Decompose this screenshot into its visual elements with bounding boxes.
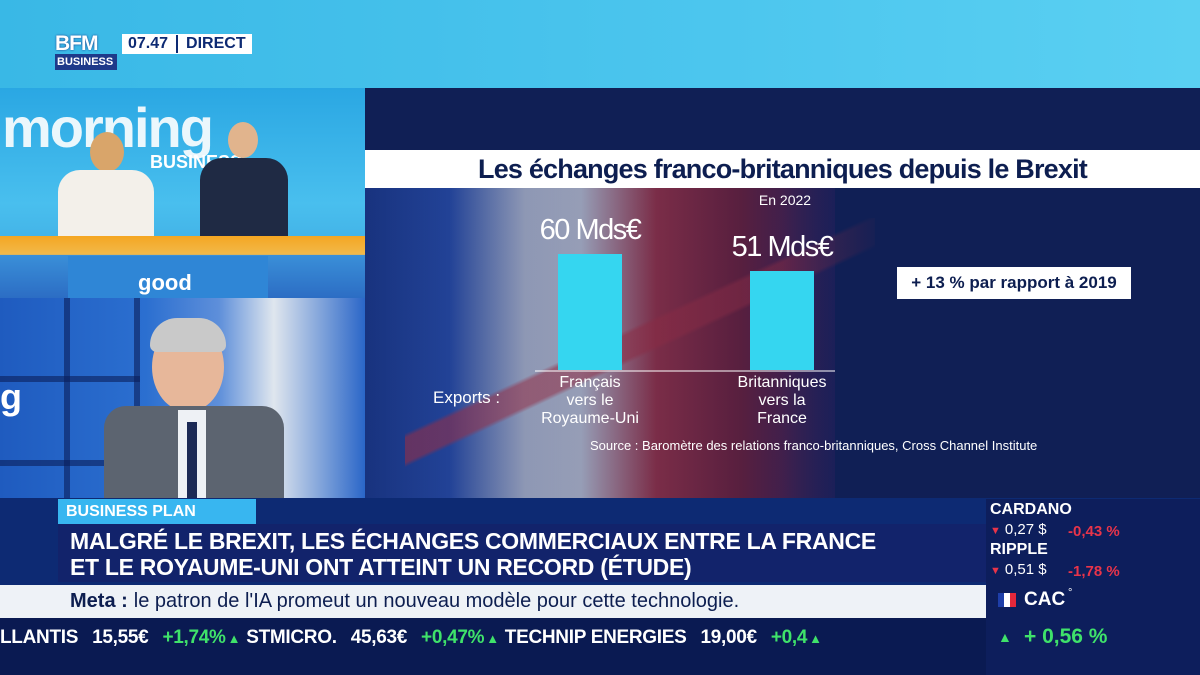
- headline: MALGRÉ LE BREXIT, LES ÉCHANGES COMMERCIA…: [58, 524, 986, 582]
- stock-ticker: LLANTIS 15,55€ +1,74% ▲ STMICRO. 45,63€ +0,47%…: [0, 618, 986, 658]
- ticker-price: 45,63€: [350, 627, 408, 648]
- bar-value-label: 60 Mds€: [539, 214, 642, 246]
- category-line: vers la: [758, 392, 806, 409]
- ticker-change: +1,74%: [162, 627, 226, 648]
- french-flag-icon: [998, 593, 1016, 607]
- category-line: France: [757, 410, 807, 427]
- ticker-price: 19,00€: [700, 627, 758, 648]
- category-line: Français: [559, 374, 621, 391]
- clock-badge: 07.47 DIRECT: [122, 34, 252, 54]
- index-change: + 0,56 %: [1024, 625, 1108, 648]
- news-crawl: Meta : le patron de l'IA promeut un nouv…: [0, 585, 986, 618]
- row-label: Exports :: [433, 388, 501, 407]
- bar-category-label: Français vers le Royaume-Uni: [520, 374, 660, 428]
- crypto-row: RIPPLE ▼ 0,51 $ -1,78 %: [990, 541, 1200, 580]
- channel-logo: BFM BUSINESS: [55, 32, 117, 74]
- ticker-name: LLANTIS: [0, 627, 79, 648]
- headline-line2: ET LE ROYAUME-UNI ONT ATTEINT UN RECORD …: [70, 554, 692, 580]
- category-line: Royaume-Uni: [541, 410, 639, 427]
- bar: [558, 254, 622, 370]
- bar-chart: 60 Mds€ Français vers le Royaume-Uni 51 Mds€…: [365, 88, 1200, 498]
- bar-category-label: Britanniques vers la France: [712, 374, 852, 428]
- live-label: DIRECT: [186, 35, 246, 52]
- chart-title: Les échanges franco-britanniques depuis …: [478, 153, 1088, 184]
- crypto-change: -0,43 %: [1068, 523, 1120, 540]
- down-arrow-icon: ▼: [990, 525, 1001, 537]
- bar: [750, 271, 814, 370]
- bar-value-label: 51 Mds€: [731, 231, 834, 264]
- bottom-strip: [0, 658, 1200, 675]
- infographic: Les échanges franco-britanniques depuis …: [365, 88, 1200, 498]
- clock-time: 07.47: [122, 35, 179, 53]
- index-box: CAC ° ▲ + 0,56 %: [986, 585, 1200, 675]
- ticker-price: 15,55€: [92, 627, 149, 648]
- crypto-row: CARDANO ▼ 0,27 $ -0,43 %: [990, 501, 1200, 540]
- category-line: Britanniques: [737, 374, 827, 391]
- category-line: vers le: [566, 392, 614, 409]
- up-arrow-icon: ▲: [227, 630, 241, 646]
- growth-note: + 13 % par rapport à 2019: [897, 267, 1131, 299]
- ticker-name: TECHNIP ENERGIES: [504, 627, 687, 648]
- crypto-price: 0,27 $: [1004, 521, 1047, 538]
- crypto-name: RIPPLE: [990, 541, 1048, 558]
- crypto-price: 0,51 $: [1004, 561, 1047, 578]
- studio-desk: good: [0, 236, 365, 298]
- set-letter: g: [0, 376, 22, 417]
- guest-view: g: [0, 298, 365, 498]
- chart-baseline: [535, 370, 835, 372]
- headline-line1: MALGRÉ LE BREXIT, LES ÉCHANGES COMMERCIA…: [70, 528, 876, 554]
- crypto-box: CARDANO ▼ 0,27 $ -0,43 % RIPPLE ▼ 0,51 $ -…: [986, 499, 1200, 585]
- rubric-badge: BUSINESS PLAN: [58, 499, 256, 524]
- up-arrow-icon: ▲: [486, 630, 499, 646]
- index-name: CAC: [1024, 589, 1066, 610]
- down-arrow-icon: ▼: [990, 565, 1001, 577]
- news-source: Meta :: [70, 590, 128, 612]
- chart-title-bar: Les échanges franco-britanniques depuis …: [365, 150, 1200, 188]
- chart-source: Source : Baromètre des relations franco-…: [590, 438, 1038, 453]
- ticker-name: STMICRO.: [246, 627, 337, 648]
- crypto-name: CARDANO: [990, 501, 1072, 518]
- logo-line1: BFM: [55, 32, 99, 55]
- index-marker: °: [1068, 587, 1073, 599]
- logo-line2: BUSINESS: [55, 54, 117, 70]
- ticker-change: +0,47%: [421, 627, 485, 648]
- desk-text: good: [138, 270, 192, 295]
- news-text: le patron de l'IA promeut un nouveau mod…: [133, 590, 740, 612]
- ticker-change: +0,4: [770, 627, 808, 648]
- chart-subtitle: En 2022: [758, 192, 812, 208]
- up-arrow-icon: ▲: [998, 629, 1012, 645]
- up-arrow-icon: ▲: [809, 630, 822, 646]
- crypto-change: -1,78 %: [1068, 563, 1120, 580]
- studio-view: morning BUSINESS good: [0, 88, 365, 298]
